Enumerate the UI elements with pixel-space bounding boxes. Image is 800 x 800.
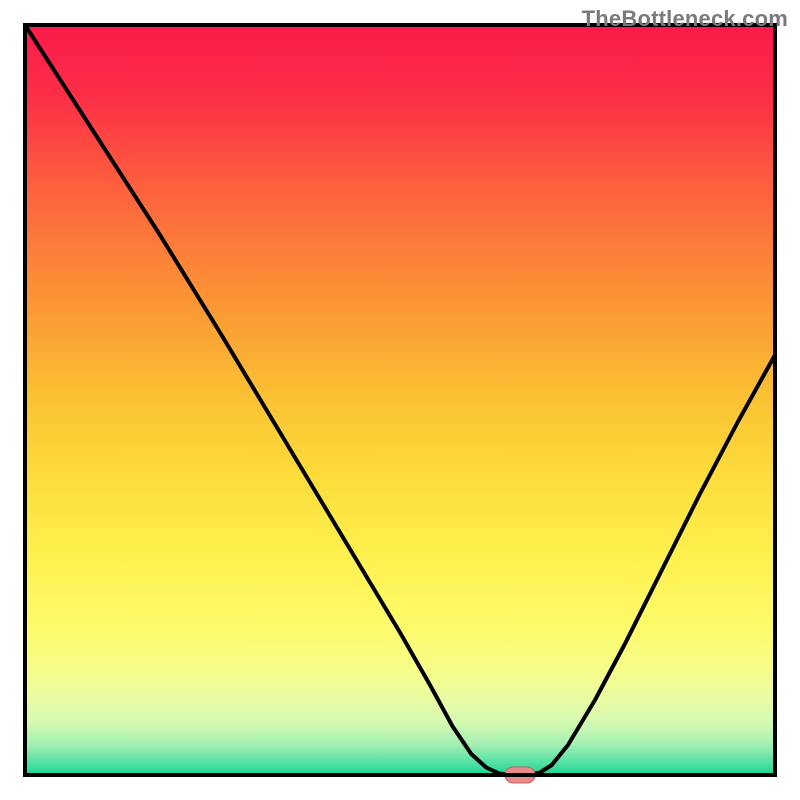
bottleneck-chart: TheBottleneck.com: [0, 0, 800, 800]
chart-svg: [0, 0, 800, 800]
chart-background: [25, 25, 775, 775]
watermark-text: TheBottleneck.com: [582, 6, 788, 32]
